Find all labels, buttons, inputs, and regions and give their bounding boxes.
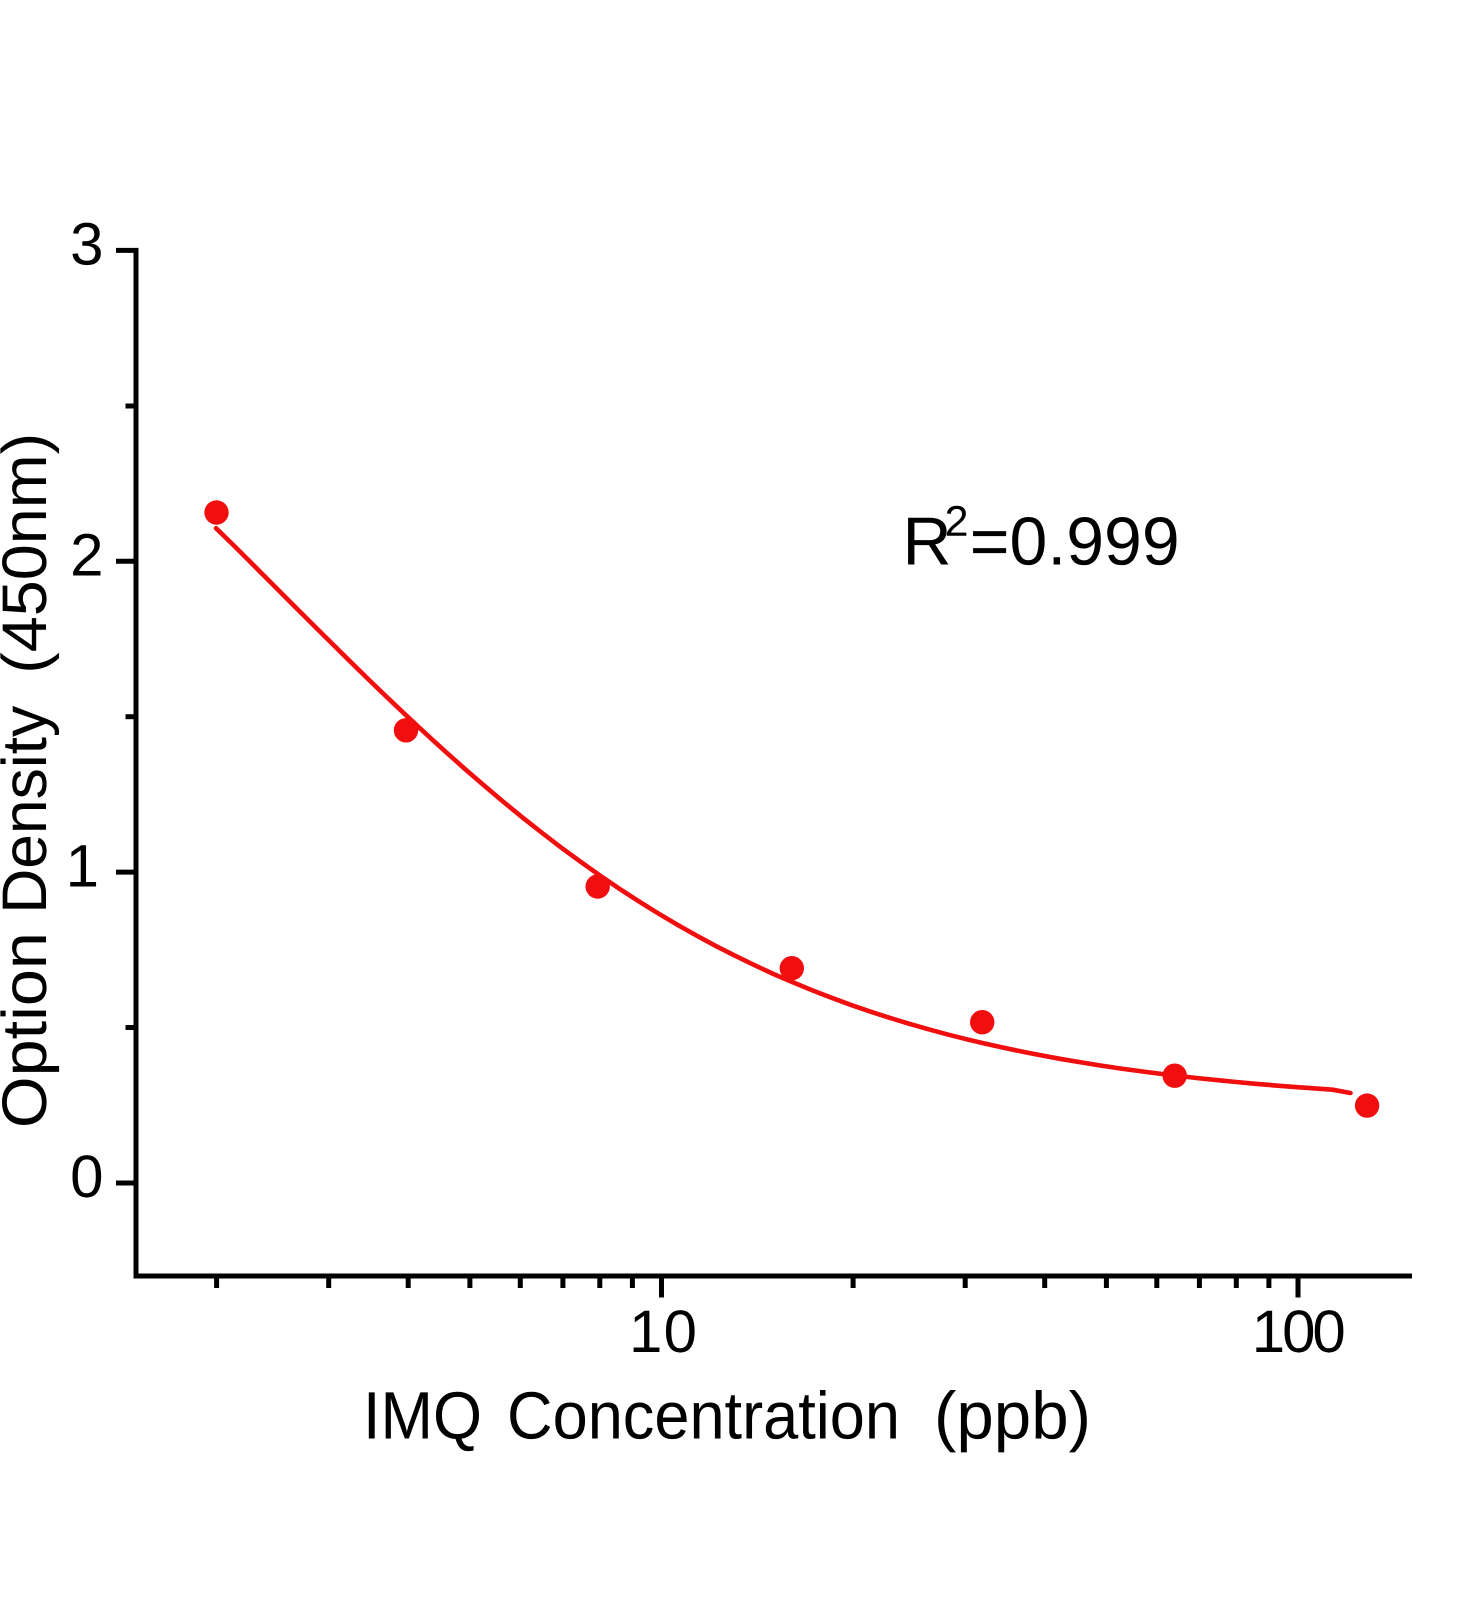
svg-text:R: R [903, 504, 952, 580]
svg-text:IMQ Concentration (ppb: IMQ Concentration (ppb) [363, 1379, 1091, 1454]
svg-text:Option Density (450nm): Option Density (450nm) [0, 433, 60, 1128]
svg-text:0: 0 [70, 1143, 103, 1210]
svg-text:2: 2 [70, 522, 103, 589]
svg-text:1: 1 [66, 832, 99, 899]
svg-text:10: 10 [629, 1298, 697, 1365]
svg-text:3: 3 [70, 211, 103, 278]
svg-text:=0.999: =0.999 [970, 504, 1180, 580]
svg-text:100: 100 [1252, 1298, 1346, 1365]
